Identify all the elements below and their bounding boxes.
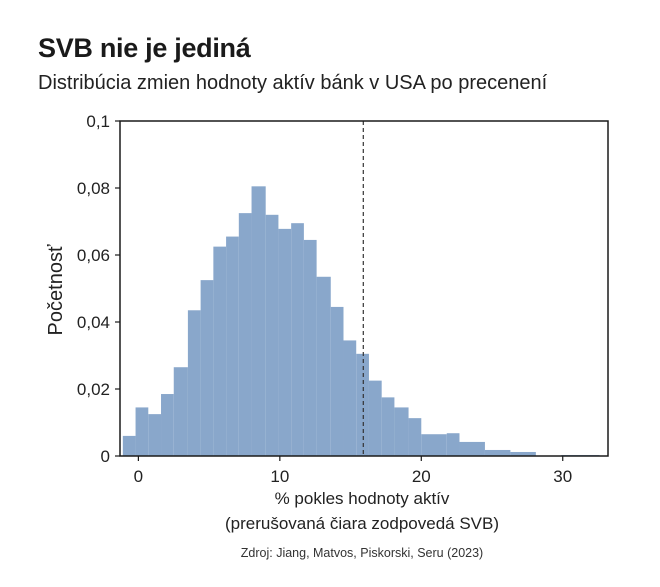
x-axis-label: % pokles hodnoty aktív [275, 489, 450, 508]
histogram-bar [303, 239, 317, 456]
histogram-bar [187, 310, 201, 456]
histogram-bar [122, 435, 136, 456]
histogram-bar [265, 214, 279, 456]
histogram-bar [381, 397, 395, 456]
histogram-bar [408, 418, 422, 456]
histogram-bars [122, 186, 600, 456]
histogram-bar [421, 434, 447, 456]
x-tick-label: 0 [134, 467, 143, 486]
histogram-bar [251, 186, 266, 456]
x-tick-label: 30 [553, 467, 572, 486]
histogram-bar [135, 407, 149, 456]
y-tick-label: 0,08 [77, 179, 110, 198]
histogram-bar [173, 367, 188, 456]
histogram-bar [238, 213, 252, 456]
histogram-bar [330, 306, 344, 456]
histogram-bar [200, 280, 214, 456]
x-axis-label-note: (prerušovaná čiara zodpovedá SVB) [225, 514, 499, 533]
x-axis-ticks: 0 10 20 30 [134, 456, 572, 486]
source-note: Zdroj: Jiang, Matvos, Piskorski, Seru (2… [241, 546, 483, 560]
histogram-bar [510, 451, 536, 456]
histogram-bar [343, 340, 357, 456]
histogram-bar [316, 276, 331, 456]
histogram-bar [278, 228, 292, 456]
y-tick-label: 0,1 [86, 112, 110, 131]
y-tick-label: 0,04 [77, 313, 110, 332]
y-tick-label: 0 [101, 447, 110, 466]
histogram-bar [226, 236, 239, 456]
plot-frame [119, 120, 609, 457]
x-tick-label: 20 [412, 467, 431, 486]
histogram-bar [356, 353, 369, 456]
y-tick-label: 0,02 [77, 380, 110, 399]
histogram-bar [291, 223, 304, 456]
histogram-bar [368, 380, 382, 456]
y-tick-label: 0,06 [77, 246, 110, 265]
histogram-bar [446, 433, 460, 456]
histogram-bar [484, 449, 511, 456]
histogram-bar [161, 394, 174, 456]
x-tick-label: 10 [270, 467, 289, 486]
histogram-bar [394, 407, 409, 456]
histogram-bar [459, 441, 485, 456]
y-axis-ticks: 0 0,02 0,04 0,06 0,08 0,1 [77, 112, 120, 466]
chart-title: SVB nie je jediná [38, 33, 251, 63]
chart-subtitle: Distribúcia zmien hodnoty aktív bánk v U… [38, 72, 548, 94]
histogram-bar [148, 414, 162, 456]
histogram-bar [213, 246, 227, 456]
y-axis-label: Početnosť [45, 244, 67, 335]
